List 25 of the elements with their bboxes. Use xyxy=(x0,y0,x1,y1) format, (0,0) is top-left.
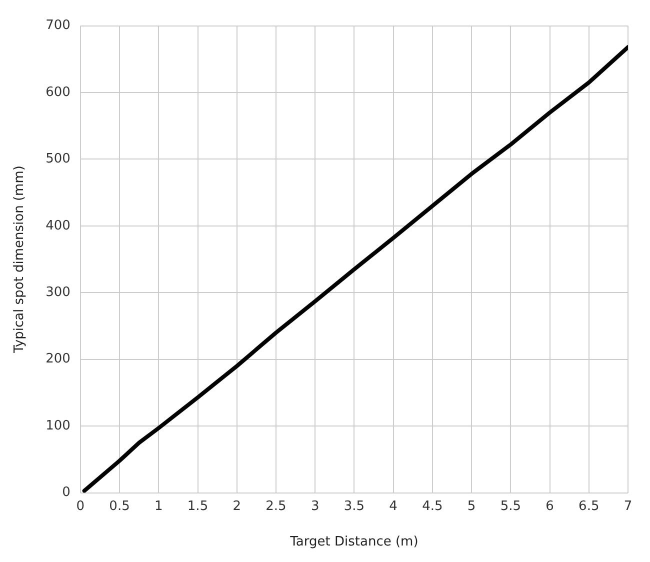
y-tick-label: 0 xyxy=(62,485,70,500)
x-tick-label: 1 xyxy=(154,498,163,514)
x-tick-label: 1.5 xyxy=(187,498,208,514)
x-tick-label: 0.5 xyxy=(109,498,130,514)
x-tick-label: 2 xyxy=(232,498,242,514)
y-tick-label: 200 xyxy=(46,352,70,367)
x-tick-label: 2.5 xyxy=(266,498,286,514)
x-tick-label: 4.5 xyxy=(422,498,443,514)
y-tick-label: 300 xyxy=(46,285,70,300)
x-tick-label: 6 xyxy=(546,498,554,514)
y-tick-label: 400 xyxy=(46,218,70,234)
x-tick-label: 3 xyxy=(310,498,320,514)
y-tick-label: 500 xyxy=(46,152,70,167)
x-tick-label: 6.5 xyxy=(578,498,600,514)
y-axis-title: Typical spot dimension (mm) xyxy=(12,166,28,354)
x-tick-label: 5.5 xyxy=(500,498,522,514)
x-tick-label: 7 xyxy=(624,498,632,514)
y-tick-label: 600 xyxy=(46,84,70,100)
y-tick-label: 700 xyxy=(46,18,70,34)
x-tick-label: 4 xyxy=(389,498,398,514)
x-tick-label: 0 xyxy=(76,498,85,514)
x-axis-title: Target Distance (m) xyxy=(289,534,418,550)
x-tick-label: 5 xyxy=(467,498,476,514)
x-tick-label: 3.5 xyxy=(344,498,365,514)
y-tick-label: 100 xyxy=(46,418,70,434)
